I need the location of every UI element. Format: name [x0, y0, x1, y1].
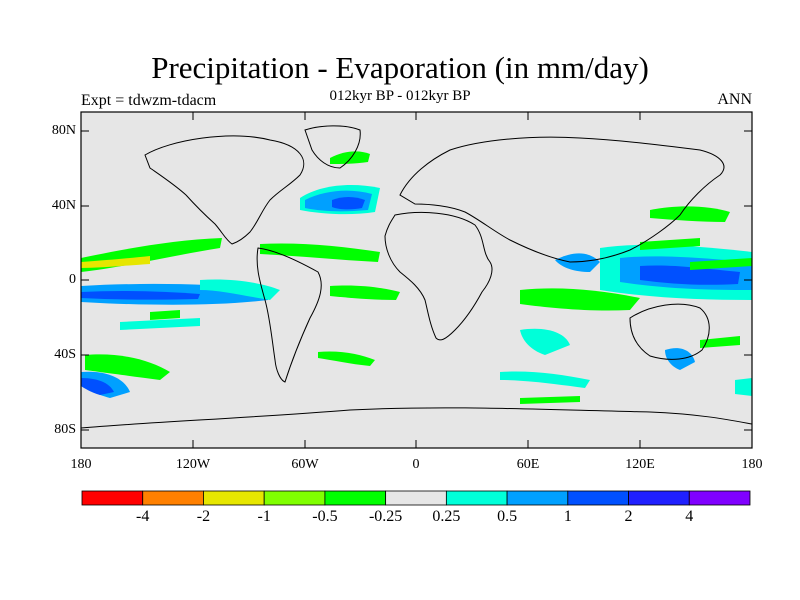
- patch: [81, 290, 200, 300]
- x-tick-label: 120E: [625, 457, 655, 472]
- patch: [500, 371, 590, 388]
- patch: [120, 318, 200, 330]
- south-america-outline: [256, 247, 322, 383]
- colorbar: [81, 490, 751, 506]
- anomaly-patches: [81, 151, 752, 404]
- patch: [520, 396, 580, 404]
- greenland-outline: [304, 125, 361, 169]
- patch: [735, 378, 752, 396]
- colorbar-swatch: [688, 490, 751, 506]
- colorbar-label: 0.25: [432, 508, 461, 525]
- patch: [640, 238, 700, 250]
- colorbar-label: -0.5: [312, 508, 338, 525]
- colorbar-label: -2: [196, 508, 211, 525]
- colorbar-swatch: [445, 490, 508, 506]
- colorbar-swatch: [81, 490, 144, 506]
- patch: [650, 206, 730, 222]
- colorbar-swatch: [385, 490, 447, 506]
- y-tick-label: 80S: [54, 422, 76, 437]
- map-subtitle: 012kyr BP - 012kyr BP: [329, 88, 471, 104]
- colorbar-swatch: [506, 490, 569, 506]
- colorbar-label: -0.25: [368, 508, 403, 525]
- y-tick-label: 80N: [51, 123, 76, 138]
- x-tick-label: 0: [412, 457, 420, 472]
- patch: [81, 256, 150, 268]
- patch: [260, 243, 380, 262]
- axis-ticks: [81, 112, 752, 448]
- africa-outline: [384, 211, 493, 341]
- patch: [150, 310, 180, 320]
- antarctica-outline: [80, 407, 753, 429]
- colorbar-label: 4: [685, 508, 694, 525]
- eurasia-outline: [399, 136, 725, 263]
- x-tick-label: 180: [741, 457, 763, 472]
- patch: [81, 378, 114, 395]
- colorbar-swatch: [263, 490, 326, 506]
- colorbar-label: 0.5: [497, 508, 518, 525]
- x-tick-label: 180: [70, 457, 92, 472]
- colorbar-swatch: [142, 490, 204, 506]
- patch: [700, 336, 740, 348]
- y-tick-label: 40N: [51, 198, 76, 213]
- north-america-outline: [144, 135, 305, 245]
- colorbar-label: -4: [136, 508, 150, 525]
- colorbar-label: 1: [563, 508, 572, 525]
- colorbar-label: -1: [257, 508, 271, 525]
- patch: [85, 354, 170, 380]
- map-title: Precipitation - Evaporation (in mm/day): [151, 50, 649, 85]
- colorbar-swatch: [324, 490, 387, 506]
- patch: [332, 197, 365, 210]
- y-tick-label: 40S: [54, 347, 76, 362]
- x-tick-label: 60W: [291, 457, 319, 472]
- patch: [640, 265, 740, 285]
- experiment-label: Expt = tdwzm-tdacm: [81, 92, 217, 109]
- patch: [555, 253, 600, 272]
- x-tick-label: 120W: [175, 457, 211, 472]
- coastlines: [80, 125, 753, 429]
- patch: [520, 288, 640, 311]
- patch: [318, 351, 375, 366]
- australia-outline: [629, 303, 710, 360]
- patch: [200, 279, 280, 300]
- colorbar-swatch: [203, 490, 265, 506]
- season-label: ANN: [717, 91, 752, 108]
- patch: [690, 258, 752, 270]
- patch: [520, 328, 570, 355]
- y-tick-label: 0: [69, 272, 76, 287]
- patch: [330, 285, 400, 300]
- patch: [330, 151, 370, 164]
- x-tick-label: 60E: [516, 457, 540, 472]
- colorbar-label: 2: [624, 508, 633, 525]
- colorbar-swatch: [628, 490, 690, 506]
- colorbar-swatch: [567, 490, 629, 506]
